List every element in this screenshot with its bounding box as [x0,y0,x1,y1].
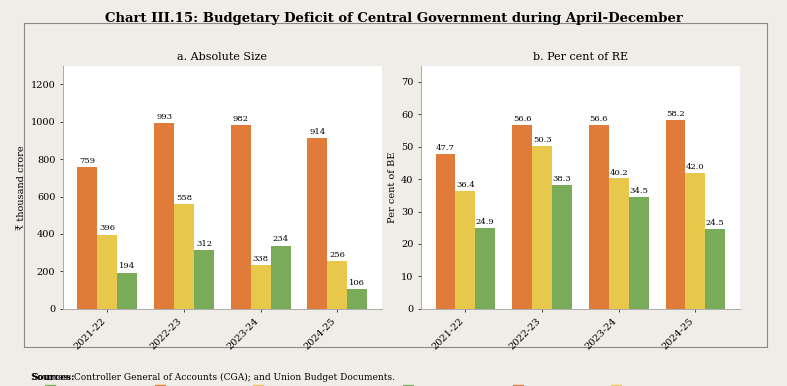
Text: Chart III.15: Budgetary Deficit of Central Government during April-December: Chart III.15: Budgetary Deficit of Centr… [105,12,682,25]
Text: 50.3: 50.3 [533,136,552,144]
Text: 759: 759 [79,157,95,164]
Text: 982: 982 [233,115,249,123]
Text: 56.6: 56.6 [513,115,531,124]
Bar [685,173,705,309]
Text: 914: 914 [309,128,326,135]
Text: 24.9: 24.9 [476,218,495,226]
Bar [435,154,456,309]
Title: a. Absolute Size: a. Absolute Size [177,52,268,62]
Text: 194: 194 [119,262,135,270]
Bar [609,178,629,309]
Bar [98,235,117,309]
Text: 234: 234 [272,235,289,243]
Legend: Gross primary deficit, Gross fiscal deficit, Revenue deficit: Gross primary deficit, Gross fiscal defi… [42,382,335,386]
Text: 993: 993 [156,113,172,121]
Bar [271,245,290,309]
Bar [174,205,194,309]
Title: b. Per cent of RE: b. Per cent of RE [533,52,628,62]
Bar [705,229,726,309]
Bar [512,125,532,309]
Text: Sources: Controller General of Accounts (CGA); and Union Budget Documents.: Sources: Controller General of Accounts … [31,373,396,382]
Text: 42.0: 42.0 [686,163,704,171]
Bar [327,261,347,309]
Bar [552,185,572,309]
Legend: Gross primary deficit, Gross fiscal deficit, Revenue deficit: Gross primary deficit, Gross fiscal defi… [400,382,693,386]
Bar [117,273,137,309]
Text: 338: 338 [253,255,268,263]
Bar [347,289,368,309]
Text: 24.5: 24.5 [706,219,725,227]
Text: 58.2: 58.2 [666,110,685,118]
Text: 36.4: 36.4 [456,181,475,189]
Text: 106: 106 [349,279,365,287]
Bar [629,197,648,309]
Text: Sources:: Sources: [31,373,75,382]
Text: 56.6: 56.6 [589,115,608,124]
Y-axis label: ₹ thousand crore: ₹ thousand crore [17,145,27,230]
Text: 558: 558 [176,194,192,202]
Bar [231,125,251,309]
Bar [589,125,609,309]
Bar [475,228,495,309]
Bar [194,251,214,309]
Text: 396: 396 [99,225,116,232]
Bar [532,146,552,309]
Text: 40.2: 40.2 [609,169,628,176]
Text: 34.5: 34.5 [630,187,648,195]
Bar [456,191,475,309]
Bar [154,123,174,309]
Text: 38.3: 38.3 [552,175,571,183]
Bar [77,167,98,309]
Y-axis label: Per cent of BE: Per cent of BE [388,152,397,223]
Text: 47.7: 47.7 [436,144,455,152]
Bar [666,120,685,309]
Text: 256: 256 [330,251,345,259]
Bar [308,138,327,309]
Text: 312: 312 [196,240,212,248]
Bar [251,265,271,309]
